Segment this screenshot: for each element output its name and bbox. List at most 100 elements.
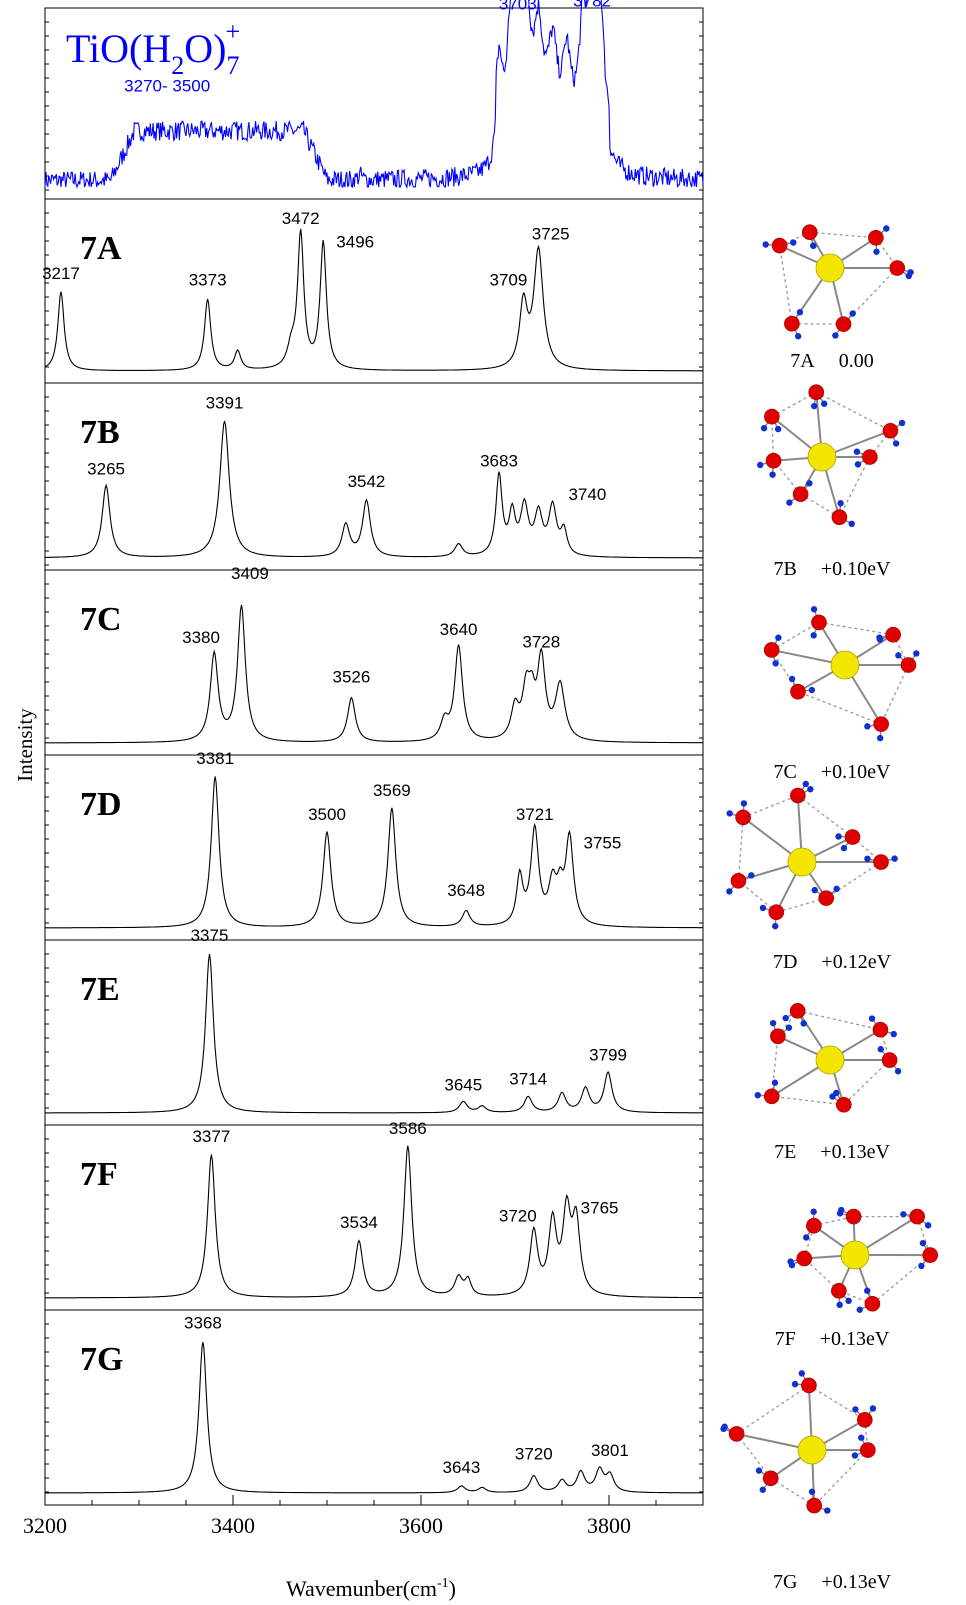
titanium-atom xyxy=(830,650,860,680)
peak-label: 3782 xyxy=(573,0,611,10)
hydrogen-atom xyxy=(757,461,764,469)
peak-label: 3217 xyxy=(42,264,80,283)
hydrogen-atom xyxy=(876,636,884,643)
hydrogen-atom xyxy=(769,471,776,478)
oxygen-atom xyxy=(864,1295,881,1312)
hydrogen-bond xyxy=(880,664,910,725)
hydrogen-atom xyxy=(868,1015,876,1022)
hydrogen-bond xyxy=(742,794,799,818)
panel-7b: 3265 3391 3542 3683 3740 7B xyxy=(44,382,704,571)
structure-id: 7C xyxy=(774,761,797,783)
oxygen-atom xyxy=(873,716,889,732)
peak-label: 3380 xyxy=(182,628,220,647)
peak-label: 3391 xyxy=(206,393,244,412)
peak-label: 3377 xyxy=(192,1127,230,1146)
structure-id: 7F xyxy=(775,1328,796,1350)
hydrogen-atom xyxy=(755,1467,763,1474)
hydrogen-atom xyxy=(891,855,898,862)
structure-energy: +0.10eV xyxy=(821,761,891,783)
oxygen-atom xyxy=(831,1283,847,1299)
spectrum-line xyxy=(45,420,703,559)
hydrogen-atom xyxy=(837,500,844,507)
peak-label: 3381 xyxy=(196,749,234,768)
hydrogen-atom xyxy=(832,332,839,339)
hydrogen-atom xyxy=(807,786,814,793)
oxygen-atom xyxy=(771,237,788,254)
oxygen-atom xyxy=(730,872,747,889)
spectrum-line xyxy=(45,776,703,929)
structure-caption: 7F +0.13eV xyxy=(775,1328,890,1350)
hydrogen-bond xyxy=(813,1449,869,1507)
panel-7a: 3217 3373 3472 3496 3709 3725 7A xyxy=(42,198,704,384)
hydrogen-bond xyxy=(797,795,853,838)
panel-7d: 3381 3500 3569 3648 3721 3755 7D xyxy=(44,749,704,941)
hydrogen-atom xyxy=(913,650,920,657)
hydrogen-atom xyxy=(821,400,828,407)
hydrogen-atom xyxy=(810,1208,817,1215)
peak-label: 3648 xyxy=(447,881,485,900)
hydrogen-atom xyxy=(836,1301,843,1309)
hydrogen-atom xyxy=(835,833,842,840)
hydrogen-atom xyxy=(726,888,733,895)
structure-id: 7G xyxy=(773,1571,797,1593)
oxygen-atom xyxy=(728,1426,745,1442)
x-tick-label: 3200 xyxy=(23,1513,67,1538)
hydrogen-atom xyxy=(836,1210,844,1217)
structure-id: 7E xyxy=(774,1141,796,1163)
peak-label: 3409 xyxy=(231,564,269,583)
spectrum-line xyxy=(45,604,703,744)
panel-label: 7B xyxy=(80,414,120,451)
oxygen-atom xyxy=(831,509,848,525)
oxygen-atom xyxy=(789,1003,806,1019)
peak-label: 3645 xyxy=(444,1076,482,1095)
panel-7f: 3377 3586 3534 3720 3765 7F xyxy=(44,1119,704,1311)
hydrogen-atom xyxy=(900,1211,907,1218)
peak-label: 3472 xyxy=(282,209,320,228)
structure-caption: 7E +0.13eV xyxy=(774,1141,890,1163)
structure-7e: 7E +0.13eV xyxy=(754,1003,902,1163)
peak-label: 3765 xyxy=(581,1199,619,1218)
structure-7d: 7D +0.12eV xyxy=(726,780,898,973)
structures-column: 7A 0.00 7B +0.10eV 7C +0.10eV 7D +0.12eV 7E +0.13… xyxy=(720,224,939,1593)
experimental-title: TiO(H2O)7+ xyxy=(66,17,240,80)
hydrogen-atom xyxy=(905,272,912,280)
hydrogen-atom xyxy=(796,309,804,316)
hydrogen-bond xyxy=(778,245,793,324)
hydrogen-atom xyxy=(748,872,755,879)
oxygen-atom xyxy=(801,224,818,241)
oxygen-atom xyxy=(836,1096,852,1113)
hydrogen-atom xyxy=(848,520,855,528)
oxygen-atom xyxy=(770,1028,786,1045)
structure-id: 7B xyxy=(774,558,797,580)
hydrogen-atom xyxy=(849,310,856,317)
structure-caption: 7B +0.10eV xyxy=(774,558,892,580)
hydrogen-atom xyxy=(864,1287,871,1294)
panel-frame xyxy=(44,198,704,384)
hydrogen-bond xyxy=(771,1095,844,1106)
oxygen-atom xyxy=(835,316,852,332)
hydrogen-atom xyxy=(856,1306,863,1313)
hydrogen-atom xyxy=(864,723,871,730)
oxygen-atom xyxy=(792,486,809,502)
hydrogen-atom xyxy=(869,1405,877,1412)
hydrogen-atom xyxy=(772,660,779,667)
hydrogen-bond xyxy=(771,391,817,418)
hydrogen-atom xyxy=(811,886,818,894)
panel-label: 7D xyxy=(80,786,122,823)
hydrogen-atom xyxy=(851,1452,859,1459)
panel-frame xyxy=(44,569,704,756)
hydrogen-bond xyxy=(808,1384,866,1421)
peak-label: 3643 xyxy=(443,1458,481,1477)
hydrogen-atom xyxy=(890,1030,897,1038)
spectrum-line xyxy=(45,953,703,1114)
oxygen-atom xyxy=(790,683,806,700)
hydrogen-bond xyxy=(815,391,891,432)
structure-energy: +0.12eV xyxy=(821,951,891,973)
titanium-atom xyxy=(815,1045,845,1075)
spectrum-line xyxy=(44,0,704,189)
structure-caption: 7A 0.00 xyxy=(790,350,873,372)
hydrogen-bond xyxy=(770,1477,815,1507)
oxygen-atom xyxy=(808,384,825,400)
titanium-atom xyxy=(807,442,837,472)
